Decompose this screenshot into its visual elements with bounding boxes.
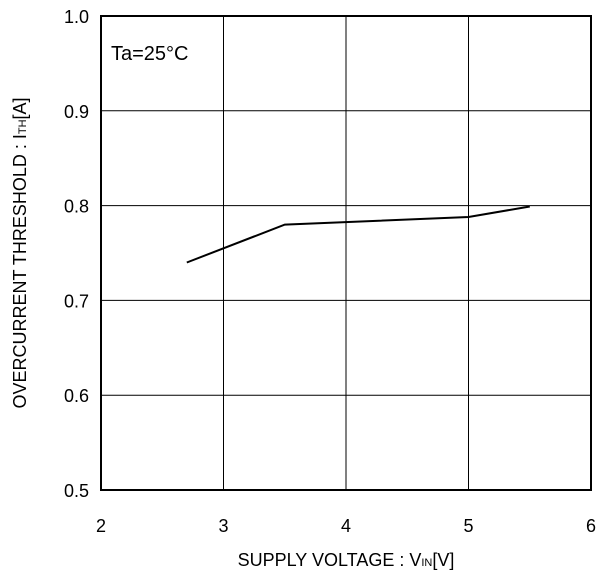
y-tick-label: 1.0 bbox=[64, 7, 89, 27]
y-axis-title: OVERCURRENT THRESHOLD : ITH[A] bbox=[10, 97, 30, 408]
y-tick-label: 0.9 bbox=[64, 102, 89, 122]
y-tick-label: 0.7 bbox=[64, 291, 89, 311]
x-tick-labels: 2 3 4 5 6 bbox=[96, 516, 596, 536]
temperature-annotation: Ta=25°C bbox=[111, 43, 189, 65]
y-axis-title-subscript: TH bbox=[17, 119, 29, 134]
y-tick-label: 0.6 bbox=[64, 386, 89, 406]
x-tick-label: 4 bbox=[341, 516, 351, 536]
plot-frame bbox=[100, 15, 592, 491]
grid-lines bbox=[101, 16, 591, 490]
x-axis-title-subscript: IN bbox=[421, 557, 432, 569]
y-axis-title-unit: [A] bbox=[10, 97, 30, 119]
x-tick-label: 6 bbox=[586, 516, 596, 536]
x-axis-title-unit: [V] bbox=[432, 550, 454, 570]
x-axis-title: SUPPLY VOLTAGE : VIN[V] bbox=[238, 550, 455, 570]
x-tick-label: 3 bbox=[218, 516, 228, 536]
series-layer bbox=[186, 205, 530, 264]
y-axis-title-main: OVERCURRENT THRESHOLD : I bbox=[10, 134, 30, 408]
y-tick-label: 0.8 bbox=[64, 197, 89, 217]
series-line bbox=[186, 205, 530, 264]
y-tick-labels: 0.5 0.6 0.7 0.8 0.9 1.0 bbox=[64, 7, 89, 501]
x-tick-label: 2 bbox=[96, 516, 106, 536]
y-tick-label: 0.5 bbox=[64, 481, 89, 501]
x-tick-label: 5 bbox=[463, 516, 473, 536]
x-axis-title-main: SUPPLY VOLTAGE : V bbox=[238, 550, 422, 570]
